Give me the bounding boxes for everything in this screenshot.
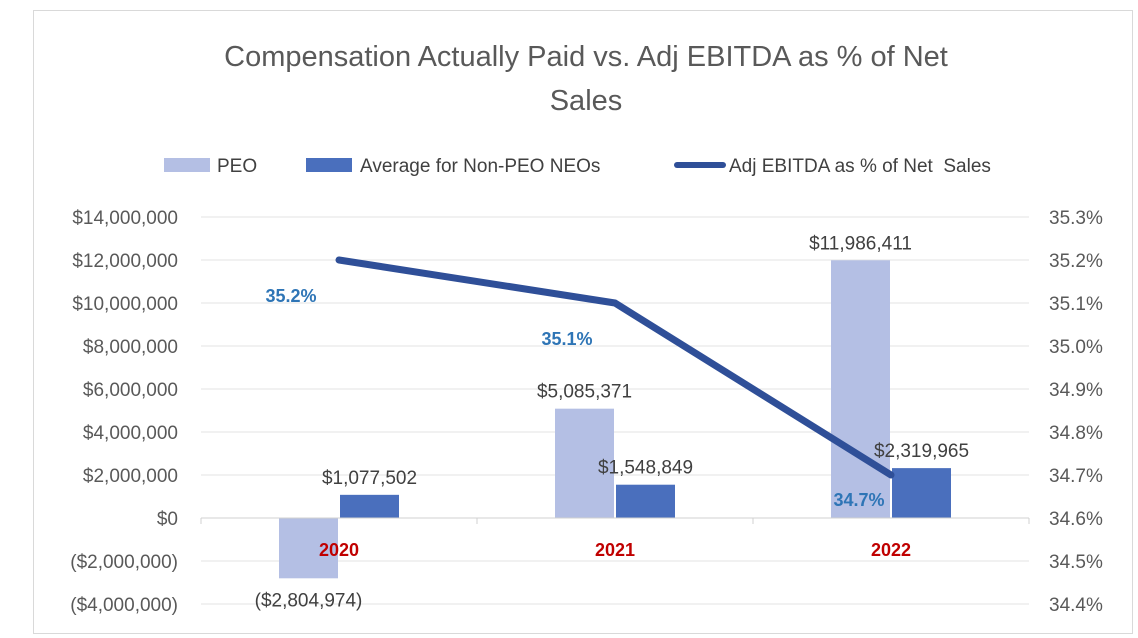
data-label-bar-peo-2021: $5,085,371 xyxy=(537,382,632,403)
line-label-2021: 35.1% xyxy=(541,329,592,349)
y2-tick-label: 34.4% xyxy=(1049,595,1103,616)
data-label-bar-non-peo-2022: $2,319,965 xyxy=(874,441,969,462)
y-tick-label: $12,000,000 xyxy=(72,251,178,272)
data-label-bar-peo-2020: ($2,804,974) xyxy=(255,590,363,611)
legend-label-non-peo: Average for Non-PEO NEOs xyxy=(360,156,600,177)
y2-tick-label: 34.9% xyxy=(1049,380,1103,401)
y2-tick-label: 35.2% xyxy=(1049,251,1103,272)
chart: ($4,000,000) ($2,000,000) $0 $2,000,000 $4,0… xyxy=(70,41,1103,616)
line-label-2020: 35.2% xyxy=(265,286,316,306)
y-tick-label: $4,000,000 xyxy=(83,423,178,444)
bar-non-peo-2022 xyxy=(892,468,951,518)
line-label-2022: 34.7% xyxy=(833,490,884,510)
category-label-2022: 2022 xyxy=(871,540,911,560)
bar-peo-2021 xyxy=(555,408,614,518)
y-tick-label: $14,000,000 xyxy=(72,208,178,229)
chart-title-line-2: Sales xyxy=(550,85,623,117)
legend-swatch-non-peo xyxy=(306,158,352,172)
legend-swatch-peo xyxy=(164,158,210,172)
bar-non-peo-2021 xyxy=(616,484,675,518)
chart-frame: ($4,000,000) ($2,000,000) $0 $2,000,000 $4,0… xyxy=(33,10,1133,634)
bar-non-peo-2020 xyxy=(340,494,399,518)
y-tick-label: $2,000,000 xyxy=(83,466,178,487)
y2-tick-label: 34.5% xyxy=(1049,552,1103,573)
category-label-2020: 2020 xyxy=(319,540,359,560)
y2-tick-label: 35.3% xyxy=(1049,208,1103,229)
y-tick-label: $10,000,000 xyxy=(72,294,178,315)
bar-peo-2022 xyxy=(831,260,890,518)
y2-tick-label: 34.6% xyxy=(1049,509,1103,530)
legend-label-line: Adj EBITDA as % of Net Sales xyxy=(729,156,991,177)
y2-tick-label: 35.1% xyxy=(1049,294,1103,315)
legend: PEO Average for Non-PEO NEOs Adj EBITDA … xyxy=(164,156,991,177)
line-adj-ebitda xyxy=(335,256,895,479)
data-label-bar-non-peo-2021: $1,548,849 xyxy=(598,458,693,479)
y-tick-label: ($2,000,000) xyxy=(70,552,178,573)
category-label-2021: 2021 xyxy=(595,540,635,560)
chart-title-line-1: Compensation Actually Paid vs. Adj EBITD… xyxy=(224,41,948,73)
y2-tick-label: 35.0% xyxy=(1049,337,1103,358)
y-tick-label: ($4,000,000) xyxy=(70,595,178,616)
bar-peo-2020 xyxy=(279,518,338,579)
data-label-bar-peo-2022: $11,986,411 xyxy=(809,233,912,254)
y-tick-label: $8,000,000 xyxy=(83,337,178,358)
y-tick-label: $6,000,000 xyxy=(83,380,178,401)
legend-label-peo: PEO xyxy=(217,156,257,177)
y-tick-label: $0 xyxy=(157,509,178,530)
data-label-bar-non-peo-2020: $1,077,502 xyxy=(322,468,417,489)
y2-tick-label: 34.8% xyxy=(1049,423,1103,444)
y2-tick-label: 34.7% xyxy=(1049,466,1103,487)
